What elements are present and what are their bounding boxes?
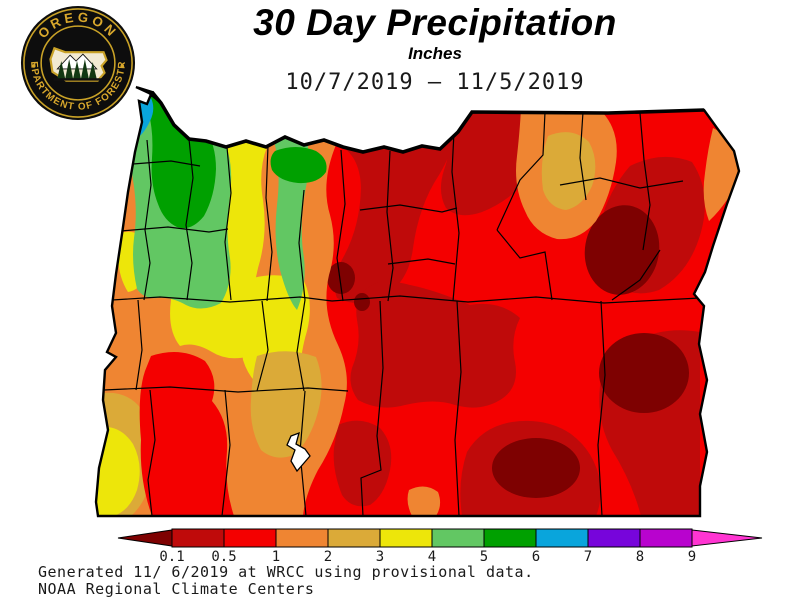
contour-darkgreen-mthood bbox=[270, 147, 327, 184]
page-title: 30 Day Precipitation bbox=[253, 2, 617, 43]
legend-tick-label: 1 bbox=[272, 549, 280, 565]
legend-tick-label: 7 bbox=[584, 549, 592, 565]
legend-segment bbox=[431, 528, 485, 548]
legend-segment bbox=[327, 528, 381, 548]
contour-maroon bbox=[327, 205, 689, 498]
units-label: Inches bbox=[408, 44, 462, 63]
county-boundaries bbox=[96, 111, 701, 516]
contour-orange-klamath bbox=[407, 486, 441, 516]
legend-tick-label: 8 bbox=[636, 549, 644, 565]
contour-lightgreen-cascades bbox=[252, 92, 310, 310]
legend-above-max-arrow bbox=[691, 529, 763, 547]
legend-segment bbox=[275, 528, 329, 548]
logo-separator-dot bbox=[31, 64, 36, 68]
legend-below-min-arrow bbox=[117, 529, 173, 547]
logo-outer-ring bbox=[23, 8, 133, 118]
logo-separator-dot bbox=[120, 64, 125, 68]
ground-line bbox=[53, 78, 102, 81]
contour-orange-east-edge bbox=[703, 128, 739, 221]
contour-red-rogue bbox=[139, 352, 234, 516]
legend-tick-label: 5 bbox=[480, 549, 488, 565]
legend-segment bbox=[223, 528, 277, 548]
fir-trees-icon bbox=[57, 59, 97, 79]
contour-yellow-south-coast bbox=[96, 427, 140, 516]
legend-segment bbox=[379, 528, 433, 548]
footer-generated-line: Generated 11/ 6/2019 at WRCC using provi… bbox=[38, 563, 534, 581]
legend-tick-label: 3 bbox=[376, 549, 384, 565]
color-scale-legend: 0.1 0.5 1 2 3 4 5 6 7 8 9 bbox=[117, 528, 763, 565]
footer-noaa-line: NOAA Regional Climate Centers bbox=[38, 580, 315, 598]
legend-tick-label: 0.1 bbox=[159, 549, 184, 565]
legend-tick-label: 0.5 bbox=[211, 549, 236, 565]
north-border bbox=[150, 90, 705, 154]
contour-tan-ne bbox=[541, 132, 596, 210]
legend-segment bbox=[587, 528, 641, 548]
precip-contours bbox=[96, 87, 739, 516]
logo-state-emblem bbox=[49, 46, 108, 82]
legend-tick-label: 2 bbox=[324, 549, 332, 565]
legend-segment bbox=[171, 528, 225, 548]
legend-tick-label: 9 bbox=[688, 549, 696, 565]
logo-inner-ring bbox=[40, 25, 116, 101]
legend-tick-label: 6 bbox=[532, 549, 540, 565]
legend-segment bbox=[535, 528, 589, 548]
legend-segment bbox=[639, 528, 693, 548]
date-range: 10/7/2019 — 11/5/2019 bbox=[285, 70, 585, 95]
crater-lake bbox=[286, 431, 311, 473]
legend-segment bbox=[483, 528, 537, 548]
legend-tick-label: 4 bbox=[428, 549, 436, 565]
odf-logo: OREGON DEPARTMENT OF FORESTRY bbox=[20, 5, 136, 121]
